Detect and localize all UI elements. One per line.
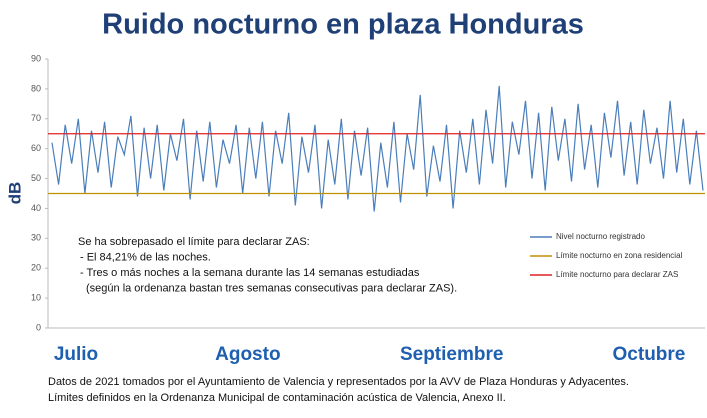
annotation: - El 84,21% de las noches. (80, 251, 211, 263)
legend-label: Límite nocturno en zona residencial (556, 251, 683, 260)
y-tick-label: 80 (31, 83, 41, 93)
footer: Límites definidos en la Ordenanza Munici… (48, 392, 506, 404)
data-line (51, 85, 704, 212)
y-axis-label: dB (5, 182, 24, 205)
y-tick-label: 0 (36, 322, 41, 332)
legend-label: Límite nocturno para declarar ZAS (556, 270, 678, 279)
y-tick-label: 90 (31, 53, 41, 63)
y-tick-label: 20 (31, 263, 41, 273)
y-tick-label: 30 (31, 233, 41, 243)
x-tick-label: Octubre (613, 344, 686, 365)
x-tick-label: Agosto (215, 344, 280, 365)
annotation: - Tres o más noches a la semana durante … (80, 267, 420, 279)
y-tick-label: 10 (31, 292, 41, 302)
annotation: Se ha sobrepasado el límite para declara… (78, 236, 310, 248)
chart-title: Ruido nocturno en plaza Honduras (102, 9, 584, 41)
y-tick-label: 60 (31, 143, 41, 153)
x-tick-label: Julio (54, 344, 98, 365)
y-tick-label: 70 (31, 113, 41, 123)
y-tick-label: 40 (31, 203, 41, 213)
footer: Datos de 2021 tomados por el Ayuntamient… (48, 376, 629, 388)
y-tick-label: 50 (31, 173, 41, 183)
x-tick-label: Septiembre (400, 344, 503, 365)
annotation: (según la ordenanza bastan tres semanas … (86, 282, 457, 294)
legend-label: Nivel nocturno registrado (556, 232, 645, 241)
